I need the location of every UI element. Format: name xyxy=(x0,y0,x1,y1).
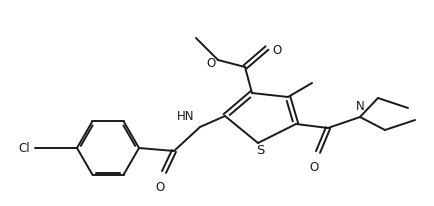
Text: O: O xyxy=(272,44,281,57)
Text: N: N xyxy=(355,100,365,113)
Text: O: O xyxy=(309,161,319,174)
Text: O: O xyxy=(155,181,164,194)
Text: O: O xyxy=(207,57,216,70)
Text: Cl: Cl xyxy=(18,142,30,154)
Text: S: S xyxy=(256,144,264,158)
Text: HN: HN xyxy=(177,110,194,123)
